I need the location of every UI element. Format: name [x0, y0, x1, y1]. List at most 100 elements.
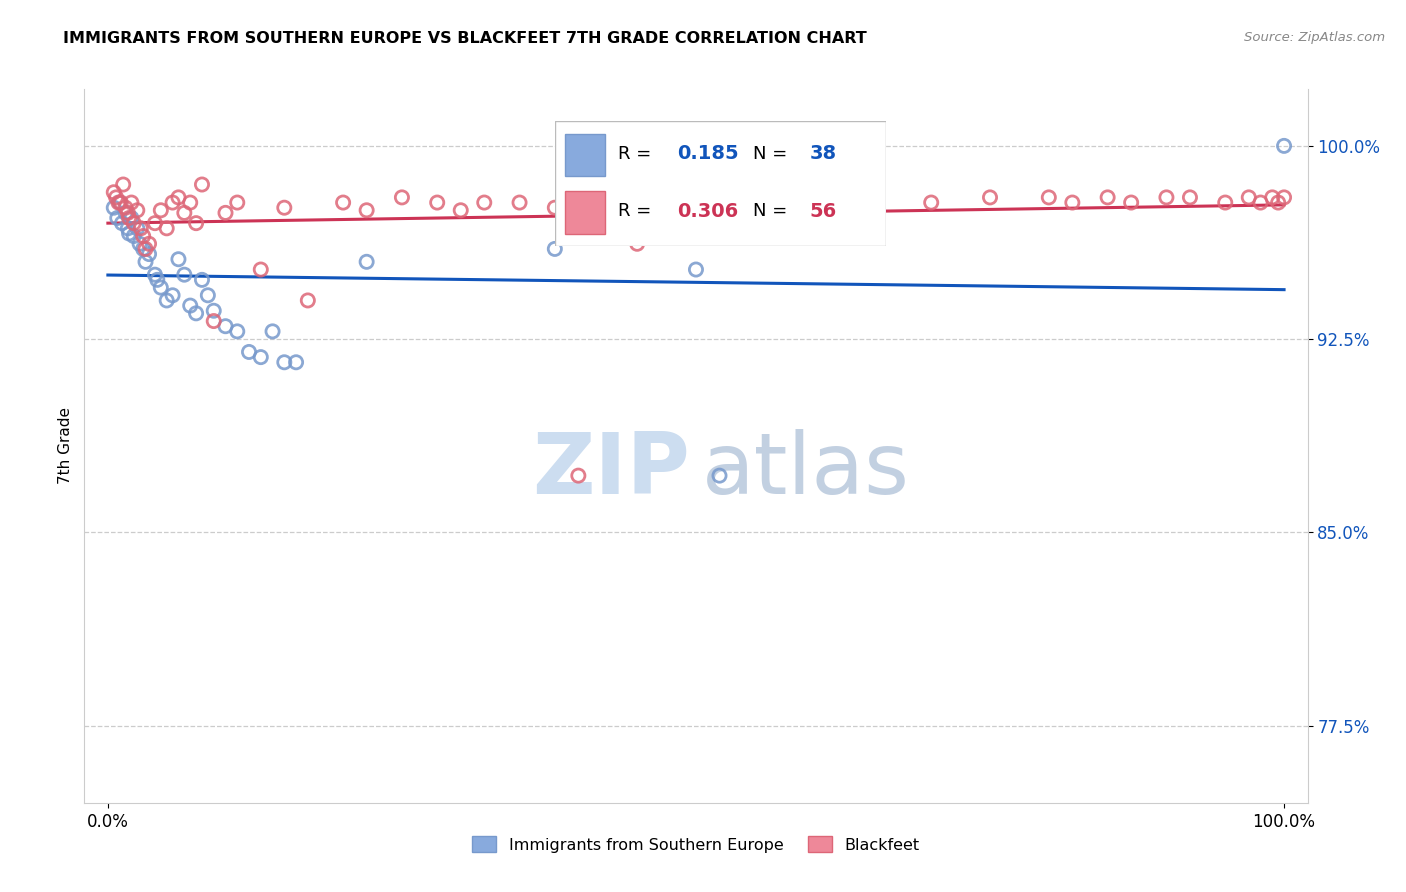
Point	[156, 221, 179, 235]
Point	[146, 273, 169, 287]
Point	[1062, 195, 1084, 210]
Point	[107, 195, 129, 210]
Point	[544, 201, 567, 215]
Point	[249, 350, 271, 364]
Point	[127, 221, 149, 235]
Point	[114, 206, 136, 220]
Point	[709, 468, 731, 483]
Point	[472, 195, 495, 210]
Point	[128, 236, 150, 251]
Point	[685, 262, 707, 277]
Point	[143, 268, 166, 282]
Point	[1097, 190, 1119, 204]
Point	[173, 268, 195, 282]
Point	[1213, 195, 1236, 210]
Text: ZIP: ZIP	[531, 429, 690, 513]
Point	[120, 195, 142, 210]
Point	[191, 178, 214, 192]
Point	[122, 216, 145, 230]
Point	[135, 242, 157, 256]
Point	[1121, 195, 1143, 210]
Point	[567, 468, 589, 483]
Point	[450, 203, 472, 218]
Point	[426, 195, 449, 210]
Point	[273, 355, 295, 369]
Point	[262, 324, 284, 338]
Point	[112, 178, 135, 192]
Point	[214, 206, 236, 220]
Point	[138, 247, 160, 261]
Point	[127, 203, 149, 218]
Point	[179, 299, 201, 313]
Point	[111, 216, 134, 230]
Point	[105, 211, 128, 225]
Point	[122, 229, 145, 244]
Point	[167, 252, 190, 267]
Point	[1237, 190, 1260, 204]
Point	[1156, 190, 1178, 204]
Point	[332, 195, 354, 210]
Point	[391, 190, 413, 204]
Text: Source: ZipAtlas.com: Source: ZipAtlas.com	[1244, 31, 1385, 45]
Point	[117, 206, 139, 220]
Point	[226, 324, 249, 338]
Point	[356, 203, 378, 218]
Point	[117, 221, 139, 235]
Point	[138, 236, 160, 251]
Point	[214, 319, 236, 334]
Point	[197, 288, 219, 302]
Point	[118, 227, 141, 241]
Point	[103, 186, 125, 200]
Point	[626, 236, 648, 251]
Point	[202, 314, 225, 328]
Point	[184, 306, 207, 320]
Point	[103, 201, 125, 215]
Point	[1250, 195, 1272, 210]
Point	[860, 190, 883, 204]
Point	[1272, 190, 1295, 204]
Point	[162, 288, 184, 302]
Point	[108, 195, 131, 210]
Point	[179, 195, 201, 210]
Point	[184, 216, 207, 230]
Point	[132, 229, 155, 244]
Y-axis label: 7th Grade: 7th Grade	[58, 408, 73, 484]
Point	[1038, 190, 1060, 204]
Point	[156, 293, 179, 308]
Point	[979, 190, 1001, 204]
Legend: Immigrants from Southern Europe, Blackfeet: Immigrants from Southern Europe, Blackfe…	[465, 830, 927, 859]
Point	[1272, 139, 1295, 153]
Point	[149, 203, 172, 218]
Point	[167, 190, 190, 204]
Point	[132, 242, 155, 256]
Point	[920, 195, 942, 210]
Point	[149, 280, 172, 294]
Point	[285, 355, 308, 369]
Point	[202, 303, 225, 318]
Point	[1267, 195, 1289, 210]
Point	[544, 242, 567, 256]
Point	[118, 211, 141, 225]
Point	[238, 345, 260, 359]
Point	[162, 195, 184, 210]
Point	[1261, 190, 1284, 204]
Point	[173, 206, 195, 220]
Point	[744, 195, 766, 210]
Point	[249, 262, 271, 277]
Point	[226, 195, 249, 210]
Point	[297, 293, 319, 308]
Point	[129, 221, 152, 235]
Point	[120, 211, 142, 225]
Text: atlas: atlas	[702, 429, 910, 513]
Point	[273, 201, 295, 215]
Point	[110, 195, 132, 210]
Text: IMMIGRANTS FROM SOUTHERN EUROPE VS BLACKFEET 7TH GRADE CORRELATION CHART: IMMIGRANTS FROM SOUTHERN EUROPE VS BLACK…	[63, 31, 868, 46]
Point	[105, 190, 128, 204]
Point	[356, 255, 378, 269]
Point	[114, 201, 136, 215]
Point	[509, 195, 531, 210]
Point	[143, 216, 166, 230]
Point	[191, 273, 214, 287]
Point	[1178, 190, 1201, 204]
Point	[135, 255, 157, 269]
